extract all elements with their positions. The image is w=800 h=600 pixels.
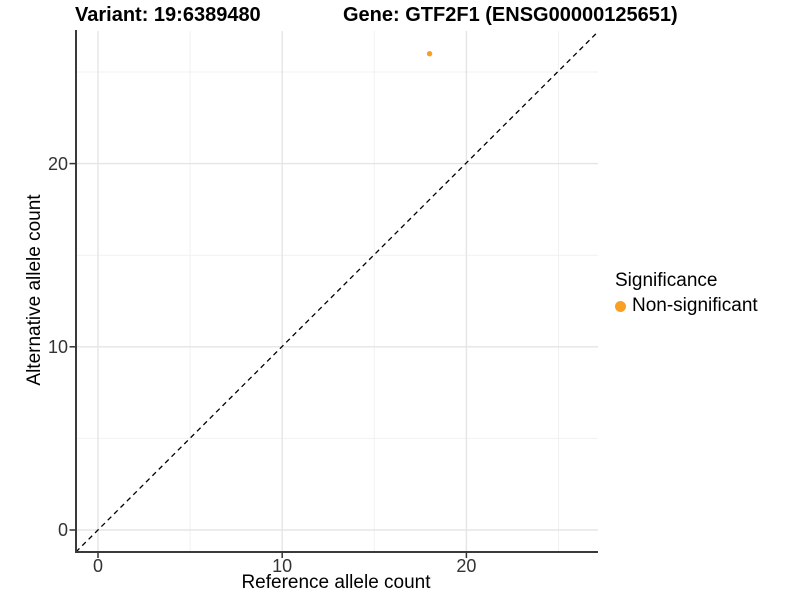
variant-title: Variant: 19:6389480: [75, 4, 261, 26]
legend-item-label: Non-significant: [632, 295, 758, 316]
identity-line: [75, 31, 599, 553]
legend-item: Non-significant: [615, 295, 758, 317]
legend-point-icon: [615, 300, 626, 312]
y-axis-title: Alternative allele count: [24, 194, 45, 386]
legend-title: Significance: [615, 270, 718, 291]
data-point: [426, 50, 433, 57]
y-tick-label: 20: [47, 153, 68, 174]
gene-title: Gene: GTF2F1 (ENSG00000125651): [343, 4, 678, 26]
scatter-plot-panel: [69, 30, 599, 558]
y-tick-label: 0: [57, 520, 68, 540]
legend: Significance Non-significant: [615, 269, 758, 317]
x-axis-title: Reference allele count: [241, 572, 431, 593]
